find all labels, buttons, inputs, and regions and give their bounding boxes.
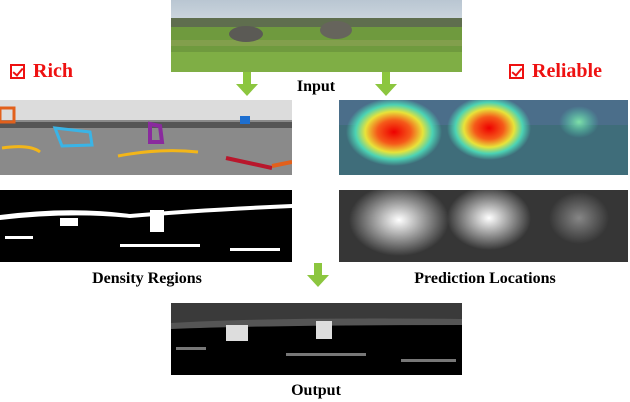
checkbox-checked-icon [10,64,25,79]
input-photo [171,0,462,72]
reliable-tag: Reliable [509,60,602,83]
heatmap-image [339,100,628,175]
output-image [171,303,462,375]
output-label: Output [291,382,341,399]
prediction-locations-label: Prediction Locations [414,270,556,287]
arrow-down-icon [375,72,397,96]
arrow-down-icon [307,263,329,287]
rich-label: Rich [33,60,73,82]
rich-tag: Rich [10,60,73,83]
input-label: Input [296,78,336,95]
density-mask-image [0,190,292,262]
segmentation-image [0,100,292,175]
reliable-label: Reliable [532,60,602,82]
prediction-map-image [339,190,628,262]
density-regions-label: Density Regions [92,270,202,287]
arrow-down-icon [236,72,258,96]
checkbox-checked-icon [509,64,524,79]
